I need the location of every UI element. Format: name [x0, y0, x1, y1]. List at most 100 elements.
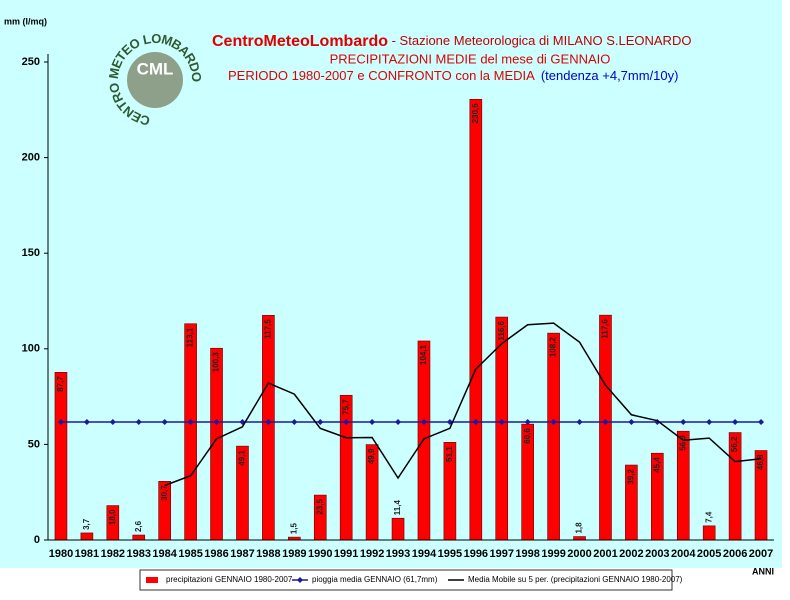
bar	[80, 532, 94, 541]
legend-label: Media Mobile su 5 per. (precipitazioni G…	[468, 575, 683, 584]
marker	[213, 419, 220, 426]
marker	[343, 419, 350, 426]
x-tick-label: 1995	[438, 548, 462, 560]
x-tick-label: 2007	[749, 548, 773, 560]
bar	[702, 525, 716, 541]
bar	[132, 534, 146, 541]
x-tick-label: 1988	[256, 548, 280, 560]
x-tick-label: 1998	[515, 548, 539, 560]
x-tick-label: 1989	[282, 548, 306, 560]
marker	[758, 419, 765, 426]
data-label: 11,4	[393, 500, 402, 516]
bar	[547, 332, 560, 541]
marker	[395, 419, 402, 426]
marker	[602, 419, 609, 426]
x-tick-label: 1990	[308, 548, 332, 560]
data-label: 49,9	[367, 448, 376, 464]
marker	[109, 419, 116, 426]
x-tick-label: 2000	[567, 548, 591, 560]
data-label: 23,5	[315, 499, 324, 515]
marker	[680, 419, 687, 426]
data-label: 56,9	[678, 435, 687, 451]
x-tick-label: 1993	[386, 548, 410, 560]
y-tick-label: 0	[34, 534, 40, 546]
x-tick-label: 1997	[490, 548, 514, 560]
marker	[420, 419, 427, 426]
y-axis-label: mm (l/mq)	[4, 16, 47, 26]
bar	[54, 372, 68, 541]
marker	[576, 419, 583, 426]
marker	[135, 419, 142, 426]
x-tick-label: 1987	[230, 548, 254, 560]
marker	[524, 419, 531, 426]
data-label: 7,4	[704, 511, 713, 523]
marker	[472, 419, 479, 426]
data-label: 18,0	[108, 509, 117, 525]
marker	[57, 419, 64, 426]
bar	[391, 517, 405, 541]
bar	[339, 394, 353, 541]
bar	[417, 340, 431, 541]
data-label: 230,5	[471, 103, 480, 124]
x-tick-label: 2002	[619, 548, 643, 560]
marker	[550, 419, 557, 426]
marker	[732, 419, 739, 426]
marker	[291, 419, 298, 426]
marker	[706, 419, 713, 426]
x-tick-label: 1985	[178, 548, 202, 560]
data-label: 117,5	[264, 319, 273, 339]
x-tick-label: 2004	[671, 548, 696, 560]
data-label: 75,7	[341, 399, 350, 415]
data-label: 56,2	[730, 436, 739, 452]
data-label: 45,4	[652, 457, 661, 473]
data-label: 39,2	[627, 469, 636, 485]
x-tick-label: 1996	[464, 548, 488, 560]
x-tick-label: 1980	[49, 548, 73, 560]
data-label: 1,8	[575, 522, 584, 534]
x-tick-label: 2005	[697, 548, 721, 560]
y-tick-label: 250	[22, 56, 40, 68]
x-tick-label: 2006	[723, 548, 747, 560]
x-tick-label: 1982	[101, 548, 125, 560]
marker	[498, 419, 505, 426]
bar	[184, 323, 197, 541]
y-tick-label: 50	[28, 438, 40, 450]
data-label: 51,1	[445, 446, 454, 462]
data-label: 46,8	[756, 454, 765, 470]
legend-swatch	[146, 577, 158, 583]
x-tick-label: 1984	[152, 548, 177, 560]
legend-label: precipitazioni GENNAIO 1980-2007	[166, 575, 293, 584]
data-label: 113,1	[186, 327, 195, 347]
marker	[265, 419, 272, 426]
logo-abbr: CML	[137, 59, 174, 78]
bar	[262, 315, 275, 541]
data-label: 108,2	[549, 337, 558, 358]
bar	[469, 98, 483, 541]
y-tick-label: 150	[22, 247, 40, 259]
x-tick-label: 1983	[127, 548, 151, 560]
marker	[628, 419, 635, 426]
subtitle: PRECIPITAZIONI MEDIE del mese di GENNAIO	[330, 51, 611, 66]
data-label: 116,6	[497, 321, 506, 341]
marker	[161, 419, 168, 426]
legend-label: pioggia media GENNAIO (61,7mm)	[312, 575, 438, 584]
x-axis-label: ANNI	[752, 566, 774, 576]
x-tick-label: 1992	[360, 548, 384, 560]
data-label: 3,7	[82, 518, 91, 530]
data-label: 2,6	[134, 520, 143, 532]
y-tick-label: 200	[22, 152, 40, 164]
x-tick-label: 1991	[334, 548, 358, 560]
legend	[139, 569, 673, 591]
marker	[369, 419, 376, 426]
marker	[83, 419, 90, 426]
x-tick-label: 1986	[204, 548, 228, 560]
data-label: 49,1	[238, 450, 247, 466]
y-tick-label: 100	[22, 343, 40, 355]
x-tick-label: 1999	[541, 548, 565, 560]
marker	[317, 419, 324, 426]
data-label: 87,7	[56, 376, 65, 392]
bar	[573, 536, 586, 541]
data-label: 1,5	[289, 522, 298, 534]
subtitle: PERIODO 1980-2007 e CONFRONTO con la MED…	[228, 68, 678, 83]
